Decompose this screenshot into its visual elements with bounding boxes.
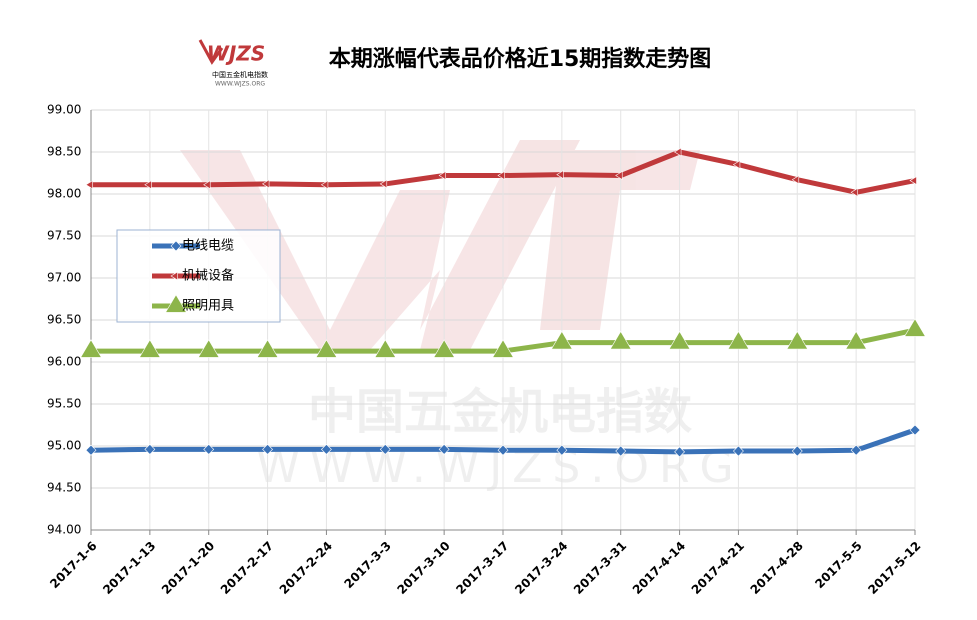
marker	[203, 180, 211, 190]
marker	[85, 444, 97, 456]
legend-label: 电线电缆	[182, 238, 234, 254]
marker	[668, 330, 691, 350]
y-tick-label: 94.00	[47, 523, 81, 537]
marker	[673, 147, 682, 157]
marker	[438, 170, 446, 181]
marker	[791, 175, 800, 185]
marker	[85, 180, 93, 190]
marker	[845, 330, 868, 350]
marker	[674, 446, 685, 458]
marker	[315, 339, 338, 358]
marker	[556, 444, 568, 456]
logo-mark: WJZS	[207, 42, 265, 66]
marker	[733, 445, 744, 457]
marker	[609, 330, 632, 350]
marker	[374, 339, 397, 358]
y-tick-label: 95.50	[47, 397, 81, 411]
marker	[261, 179, 270, 189]
marker	[197, 339, 220, 358]
marker	[497, 444, 509, 456]
watermark-name: 中国五金机电指数	[308, 384, 692, 440]
marker	[438, 443, 450, 455]
y-tick-label: 98.00	[47, 187, 81, 201]
marker	[379, 443, 391, 455]
marker	[165, 294, 187, 313]
marker	[138, 339, 161, 358]
marker	[262, 443, 273, 455]
marker	[433, 339, 456, 358]
marker	[550, 330, 573, 350]
marker	[144, 443, 156, 455]
marker	[786, 330, 809, 350]
y-tick-label: 94.50	[47, 481, 81, 495]
marker	[203, 443, 215, 455]
y-tick-label: 97.00	[47, 271, 81, 285]
marker	[909, 424, 921, 436]
legend-label: 照明用具	[182, 299, 234, 314]
marker	[850, 444, 862, 456]
marker	[556, 170, 564, 180]
marker	[80, 339, 102, 358]
logo-name: 中国五金机电指数	[212, 70, 268, 79]
marker	[256, 339, 279, 358]
logo: WJZS 中国五金机电指数 WWW.WJZS.ORG	[198, 39, 268, 88]
marker	[170, 240, 182, 252]
marker	[497, 170, 505, 181]
marker	[615, 445, 627, 457]
marker	[909, 176, 917, 186]
marker	[170, 271, 178, 281]
marker	[904, 318, 926, 337]
marker	[492, 339, 514, 358]
marker	[320, 180, 329, 190]
y-tick-label: 96.50	[47, 313, 81, 327]
marker	[379, 179, 388, 189]
y-tick-label: 95.00	[47, 439, 81, 453]
legend-label: 机械设备	[182, 268, 234, 284]
y-tick-label: 99.00	[47, 103, 81, 117]
y-tick-label: 97.50	[47, 229, 81, 243]
chart-title: 本期涨幅代表品价格近15期指数走势图	[329, 46, 712, 72]
y-tick-label: 98.50	[47, 145, 81, 159]
marker	[144, 180, 152, 190]
marker	[791, 445, 803, 457]
marker	[732, 160, 741, 170]
marker	[727, 330, 750, 350]
marker	[615, 170, 623, 181]
marker	[321, 443, 332, 455]
marker	[850, 187, 858, 197]
logo-url: WWW.WJZS.ORG	[215, 81, 265, 88]
y-tick-label: 96.00	[47, 355, 81, 369]
